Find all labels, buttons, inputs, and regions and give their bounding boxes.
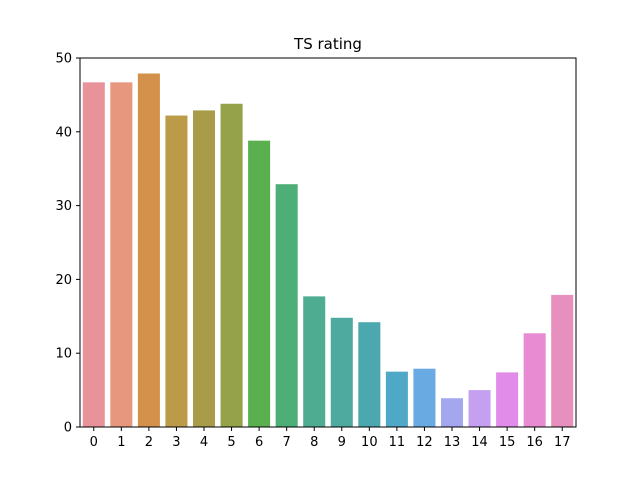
x-tick-label: 5 [227, 435, 235, 450]
x-tick-label: 7 [283, 435, 291, 450]
x-tick-label: 8 [310, 435, 318, 450]
bar-3 [165, 115, 188, 428]
y-tick-label: 10 [55, 347, 72, 362]
bar-8 [303, 296, 326, 427]
bar-10 [358, 322, 381, 427]
x-tick-label: 1 [117, 435, 125, 450]
x-tick-label: 2 [145, 435, 153, 450]
bar-2 [137, 73, 160, 428]
bar-15 [496, 372, 519, 427]
x-tick-label: 0 [90, 435, 98, 450]
x-tick-label: 9 [338, 435, 346, 450]
x-axis: 0 1 2 3 4 5 6 7 8 9 10 11 12 13 14 15 16 17 [90, 427, 571, 450]
x-tick-label: 12 [416, 435, 433, 450]
bar-4 [192, 110, 216, 427]
bar-0 [82, 82, 105, 427]
plot-frame [79, 57, 577, 428]
x-tick-label: 3 [172, 435, 180, 450]
bar-14 [468, 390, 491, 427]
bar-1 [110, 82, 133, 427]
bar-16 [523, 333, 546, 427]
x-tick-label: 17 [554, 435, 571, 450]
y-tick-label: 20 [55, 273, 72, 288]
x-tick-label: 6 [255, 435, 263, 450]
y-tick-label: 30 [55, 199, 72, 214]
bar-17 [551, 294, 574, 427]
bars-group [82, 73, 574, 428]
bar-5 [220, 103, 243, 428]
y-tick-label: 40 [55, 125, 72, 140]
x-tick-label: 11 [389, 435, 406, 450]
x-tick-label: 14 [471, 435, 488, 450]
bar-11 [385, 371, 408, 427]
bar-13 [440, 398, 464, 427]
x-tick-label: 4 [200, 435, 208, 450]
x-tick-label: 15 [499, 435, 516, 450]
chart-title: TS rating [293, 35, 362, 53]
bar-9 [330, 317, 353, 427]
x-tick-label: 13 [444, 435, 461, 450]
y-tick-label: 50 [55, 52, 72, 67]
x-tick-label: 10 [361, 435, 378, 450]
bar-12 [413, 368, 436, 427]
y-axis: 0 10 20 30 40 50 [55, 52, 80, 436]
bar-7 [275, 184, 298, 427]
bar-6 [248, 140, 271, 427]
y-tick-label: 0 [64, 421, 72, 436]
x-tick-label: 16 [526, 435, 543, 450]
